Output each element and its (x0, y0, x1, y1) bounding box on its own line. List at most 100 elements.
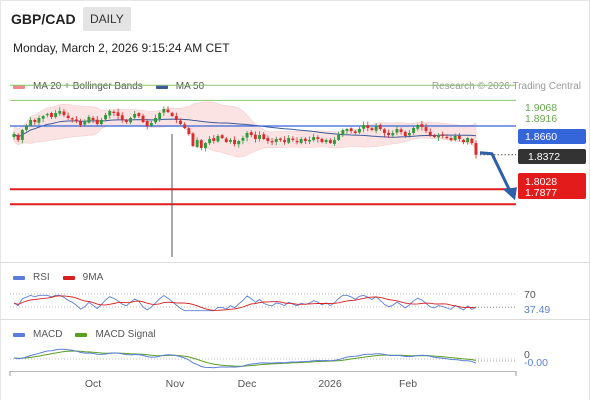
candle-body (174, 115, 178, 120)
rsi-pane (10, 293, 516, 312)
candle-body (104, 115, 107, 120)
candle-body (87, 117, 91, 123)
candle-body (374, 126, 378, 131)
legend-rsi-ma: 9MA (82, 272, 104, 283)
candle-body (345, 129, 349, 131)
candle-body (216, 136, 220, 142)
candle-body (50, 113, 53, 117)
price-legend: MA 20 + Bollinger Bands MA 50 (13, 81, 204, 92)
support-2-label: 1.7877 (525, 187, 557, 199)
macd-zero-label: 0 (524, 349, 530, 361)
candle-body (75, 119, 78, 121)
timeframe-badge[interactable]: DAILY (83, 7, 131, 31)
candle-body (441, 134, 445, 136)
month-label-feb: Feb (399, 378, 417, 390)
candle-body (12, 134, 16, 137)
candle-body (474, 143, 478, 155)
candle-body (424, 127, 428, 131)
candle-body (62, 111, 66, 115)
candle-body (133, 114, 137, 118)
candle-body (349, 128, 353, 131)
candle-body (399, 129, 403, 132)
chart-datetime: Monday, March 2, 2026 9:15:24 AM CET (13, 41, 230, 55)
candle-body (308, 140, 311, 142)
candle-body (407, 133, 411, 136)
candle-body (262, 134, 266, 139)
x-axis (9, 371, 517, 376)
candle-body (20, 130, 24, 140)
candle-body (287, 138, 291, 143)
candle-body (403, 131, 407, 136)
candle-body (337, 135, 341, 140)
candle-body (241, 138, 245, 141)
candle-body (229, 140, 232, 142)
candle-body (420, 124, 424, 127)
candle-body (149, 123, 153, 126)
candle-body (412, 128, 415, 133)
candle-body (154, 118, 157, 123)
candle-body (245, 133, 249, 138)
pivot-label: 1.8660 (525, 131, 557, 143)
macd-swatch (13, 332, 25, 337)
candle-body (391, 133, 395, 136)
research-credit: Research © 2026 Trading Central (431, 81, 581, 92)
support-tag (518, 173, 586, 199)
candle-body (166, 109, 170, 112)
forecast-arrow (479, 151, 517, 201)
candle-body (283, 140, 286, 142)
candle-body (416, 125, 420, 129)
candle-body (145, 121, 149, 126)
bollinger-band-area (13, 101, 477, 158)
candle-body (224, 138, 228, 142)
candle-body (33, 120, 37, 122)
candle-body (362, 125, 366, 129)
candle-body (41, 116, 45, 119)
candle-body (91, 117, 95, 120)
candle-body (278, 138, 282, 140)
candle-body (303, 138, 307, 141)
macd-value-label: -0.00 (524, 357, 548, 369)
symbol-title: GBP/CAD (11, 11, 76, 27)
candle-body (428, 131, 432, 135)
month-label-2026: 2026 (318, 378, 342, 390)
candle-body (124, 119, 128, 122)
candle-body (370, 128, 374, 130)
rsi-value-label: 37.49 (524, 304, 550, 316)
chart-header: GBP/CAD DAILY (0, 0, 590, 36)
bollinger-bands (13, 101, 477, 158)
legend-macd-signal: MACD Signal (95, 329, 156, 340)
forecast-arrow-shaft (479, 151, 513, 194)
candle-body (233, 139, 236, 144)
candle-body (208, 139, 212, 144)
candle-body (83, 122, 87, 125)
candle-body (432, 135, 436, 137)
candles (12, 106, 478, 159)
macd-legend: MACD MACD Signal (13, 329, 155, 340)
candle-body (312, 137, 316, 141)
candle-body (16, 134, 20, 140)
ma20-swatch (13, 84, 25, 89)
candle-body (324, 140, 328, 142)
candle-body (457, 135, 461, 139)
resistance-2-label: 1.9068 (525, 102, 557, 114)
candle-body (383, 129, 386, 133)
macd-signal-swatch (75, 332, 88, 337)
support-1-label: 1.8028 (525, 176, 557, 188)
candle-body (353, 131, 357, 133)
candle-body (320, 138, 324, 142)
legend-ma50: MA 50 (175, 81, 205, 92)
pivot-tag (518, 129, 586, 144)
macd-pane (10, 348, 516, 369)
candle-body (466, 138, 470, 143)
legend-rsi: RSI (33, 272, 50, 283)
candle-body (341, 130, 345, 136)
ma50-line (13, 118, 477, 138)
candle-body (462, 139, 465, 142)
rsi-ma-swatch (62, 275, 75, 280)
candle-body (328, 140, 332, 143)
candle-body (79, 121, 82, 125)
candle-body (358, 129, 361, 133)
candle-body (183, 124, 187, 128)
candle-body (453, 136, 457, 140)
